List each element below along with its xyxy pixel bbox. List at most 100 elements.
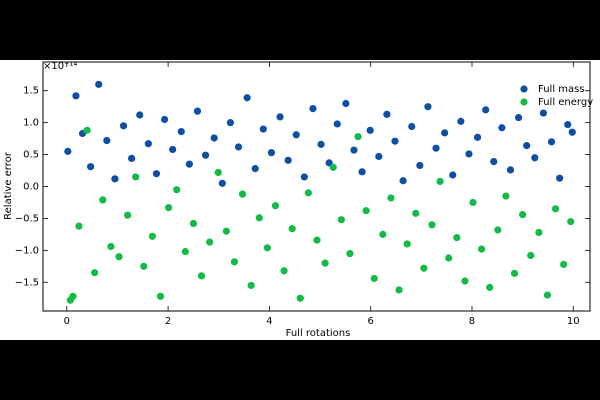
data-point [72,92,80,100]
data-point [115,253,123,261]
data-point [280,267,288,275]
data-point [350,146,358,154]
data-point [222,227,230,235]
data-point [329,163,337,171]
data-point [238,190,247,198]
data-point [309,105,317,113]
x-tick-label: 4 [266,316,272,327]
data-point [107,242,115,251]
data-point [445,254,453,262]
data-point [251,165,259,173]
data-point [296,294,304,302]
data-point [69,292,77,300]
data-point [189,219,198,228]
data-point [259,125,267,133]
data-point [370,274,378,283]
data-point [148,232,156,240]
data-point [539,109,548,117]
data-point [95,80,103,88]
data-point [276,113,284,121]
data-point [103,136,111,145]
x-tick-label: 2 [165,316,171,327]
data-point [403,240,411,248]
data-point [457,117,465,125]
data-point [230,258,239,266]
y-tick-label: 1.5 [23,86,39,97]
data-point [300,173,308,181]
x-tick-label: 10 [567,316,580,327]
data-point [375,152,383,161]
data-point [391,137,399,145]
legend-label: Full energy [538,97,593,108]
data-point [535,228,543,237]
legend-marker [520,98,528,106]
data-point [449,171,457,179]
data-point [288,225,296,233]
data-point [560,260,568,268]
data-point [263,244,271,252]
y-tick-label: 1.0 [23,118,39,129]
data-point [333,120,341,128]
y-tick-label: 0.5 [23,150,39,161]
data-point [255,214,263,222]
data-point [551,205,560,213]
data-point [156,292,165,300]
data-point [461,277,469,285]
data-point [494,226,502,234]
data-point [136,111,144,119]
data-point [412,209,420,217]
data-point [91,269,99,277]
data-point [87,163,95,171]
data-point [165,203,173,212]
data-point [144,140,152,148]
data-point [271,202,280,210]
data-point [292,131,300,139]
data-point [197,272,206,280]
data-point [428,221,436,229]
data-point [383,110,391,118]
data-point [510,269,519,277]
data-point [247,281,255,290]
data-point [490,158,498,166]
data-point [177,127,185,136]
data-point [436,177,444,185]
data-point [346,249,354,258]
data-point [498,124,506,132]
data-point [119,122,128,130]
data-point [99,196,107,204]
data-point [399,177,407,185]
data-point [111,175,119,183]
data-point [185,160,193,168]
data-point [416,161,424,170]
data-point [527,251,535,260]
data-point [201,151,210,159]
data-point [83,126,91,134]
data-point [567,218,575,226]
y-tick-label: −1.5 [15,277,39,288]
data-point [234,143,243,151]
data-point [502,192,510,200]
data-point [321,259,329,267]
data-point [482,106,490,114]
data-point [395,286,403,294]
x-tick-label: 6 [368,316,374,327]
data-point [519,210,527,219]
data-point [140,262,148,270]
data-point [387,194,395,202]
y-tick-label: 0.0 [23,182,39,193]
data-point [420,264,428,272]
data-point [304,189,312,197]
data-point [564,120,572,129]
data-point [453,233,461,242]
data-point [465,150,473,158]
data-point [531,154,539,162]
data-point [408,122,416,131]
data-point [173,186,181,194]
data-point [358,168,366,176]
data-point [214,168,222,177]
data-point [317,140,325,148]
data-point [75,222,83,230]
data-point [210,134,218,142]
